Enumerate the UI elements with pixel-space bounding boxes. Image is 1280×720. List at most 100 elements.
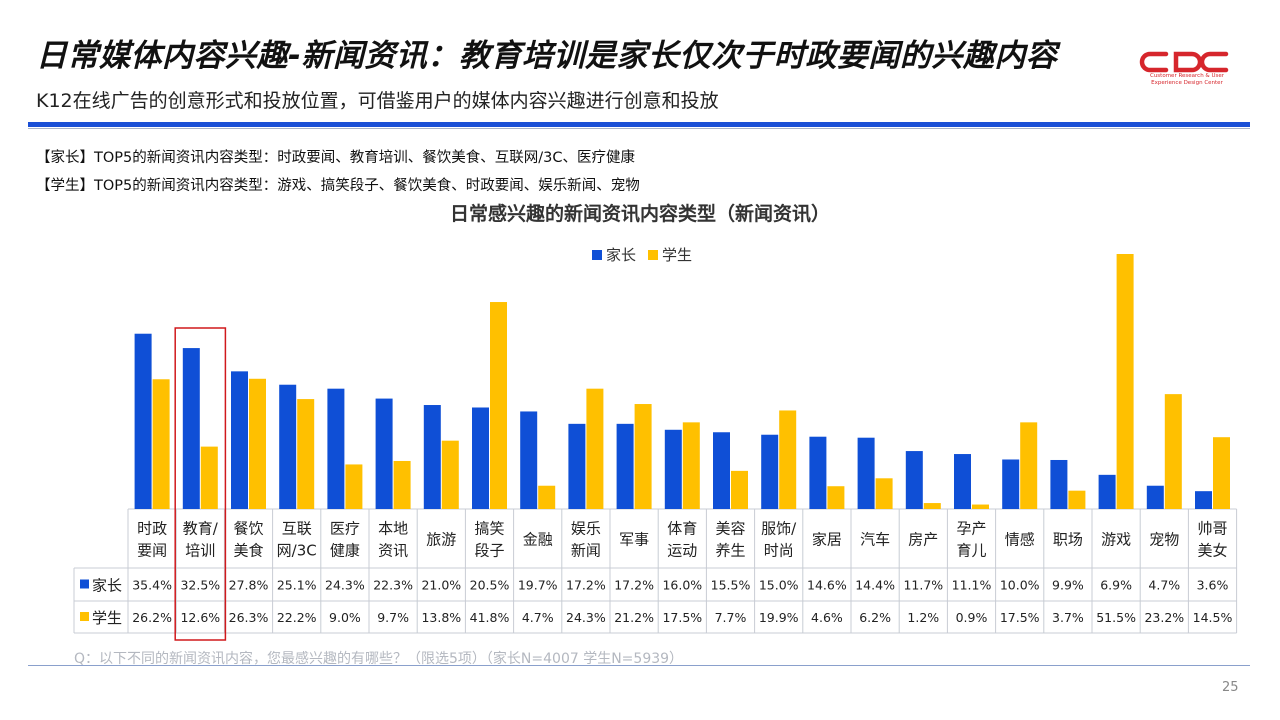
bar-student <box>1020 422 1038 509</box>
survey-question: Q：以下不同的新闻资讯内容，您最感兴趣的有哪些？（限选5项）（家长N=4007 … <box>74 651 684 667</box>
value-label-student: 13.8% <box>421 610 461 625</box>
value-label-parent: 24.3% <box>325 578 365 593</box>
page-number: 25 <box>1222 680 1239 695</box>
value-label-parent: 10.0% <box>1000 578 1040 593</box>
category-label: 运动 <box>667 542 697 560</box>
legend-label-student: 学生 <box>662 246 693 264</box>
category-label: 宠物 <box>1149 531 1179 549</box>
legend-label-parent: 家长 <box>606 246 637 264</box>
category-label: 搞笑 <box>474 520 504 538</box>
category-label: 餐饮 <box>233 520 263 538</box>
bar-parent <box>954 454 971 509</box>
value-label-parent: 9.9% <box>1052 578 1084 593</box>
bar-parent <box>182 348 200 509</box>
category-label: 情感 <box>1005 531 1035 549</box>
logo-caption: Customer Research & User Experience Desi… <box>1149 73 1224 86</box>
bar-student <box>1116 254 1134 509</box>
value-label-parent: 15.5% <box>711 578 751 593</box>
value-label-student: 24.3% <box>566 610 606 625</box>
header-divider <box>28 122 1250 127</box>
bar-parent <box>279 384 297 509</box>
legend-item-parent: 家长 <box>592 244 636 265</box>
bar-student <box>731 470 748 509</box>
bar-student <box>923 503 941 509</box>
bar-student <box>249 378 266 509</box>
bar-student <box>779 410 797 509</box>
value-label-student: 17.5% <box>1000 610 1040 625</box>
bar-parent <box>520 411 538 509</box>
bar-parent <box>664 429 682 509</box>
bar-parent <box>375 398 393 509</box>
page-subtitle: K12在线广告的创意形式和投放位置，可借鉴用户的媒体内容兴趣进行创意和投放 <box>36 90 719 112</box>
bar-parent <box>472 407 489 509</box>
row-header-label: 家长 <box>92 577 122 595</box>
legend-item-student: 学生 <box>648 244 692 265</box>
value-label-parent: 14.6% <box>807 578 847 593</box>
value-label-parent: 14.4% <box>855 578 895 593</box>
bar-student <box>152 379 170 509</box>
value-label-student: 0.9% <box>956 610 988 625</box>
bar-student <box>634 404 652 509</box>
category-label: 金融 <box>523 531 553 549</box>
category-label: 养生 <box>715 542 745 560</box>
bar-parent <box>568 423 586 509</box>
bar-parent <box>1098 474 1116 509</box>
row-header-swatch <box>80 612 89 621</box>
value-label-parent: 21.0% <box>421 578 461 593</box>
value-label-student: 22.2% <box>277 610 317 625</box>
value-label-parent: 17.2% <box>566 578 606 593</box>
value-label-parent: 4.7% <box>1148 578 1180 593</box>
bar-student <box>200 446 218 509</box>
value-label-student: 21.2% <box>614 610 654 625</box>
value-label-student: 1.2% <box>907 610 939 625</box>
value-label-parent: 22.3% <box>373 578 413 593</box>
bar-student <box>297 399 315 509</box>
category-label: 游戏 <box>1101 531 1131 549</box>
bar-student <box>441 440 459 509</box>
bar-student <box>682 422 700 509</box>
category-label: 资讯 <box>378 542 408 560</box>
bar-parent <box>809 436 827 509</box>
bar-parent <box>1146 485 1164 509</box>
category-label: 孕产 <box>956 520 986 538</box>
value-label-student: 4.7% <box>522 610 554 625</box>
bar-parent <box>327 388 345 509</box>
bar-student <box>1068 490 1086 509</box>
page-title: 日常媒体内容兴趣-新闻资讯：教育培训是家长仅次于时政要闻的兴趣内容 <box>36 38 1058 74</box>
bar-student <box>1213 437 1230 509</box>
value-label-student: 26.2% <box>132 610 172 625</box>
value-label-student: 3.7% <box>1052 610 1084 625</box>
category-label: 家居 <box>812 531 842 549</box>
value-label-student: 17.5% <box>662 610 702 625</box>
value-label-student: 23.2% <box>1144 610 1184 625</box>
category-label: 美食 <box>233 542 263 560</box>
value-label-parent: 6.9% <box>1100 578 1132 593</box>
category-label: 房产 <box>908 531 938 549</box>
value-label-parent: 27.8% <box>229 578 269 593</box>
value-label-student: 6.2% <box>859 610 891 625</box>
category-label: 网/3C <box>277 542 317 560</box>
category-label: 健康 <box>330 542 360 560</box>
value-label-student: 12.6% <box>180 610 220 625</box>
value-label-student: 14.5% <box>1193 610 1233 625</box>
category-label: 职场 <box>1053 531 1083 549</box>
category-label: 互联 <box>282 520 312 538</box>
value-label-parent: 3.6% <box>1197 578 1229 593</box>
value-label-parent: 11.7% <box>903 578 943 593</box>
bar-parent <box>857 437 875 509</box>
value-label-parent: 20.5% <box>470 578 510 593</box>
bar-student <box>345 464 363 509</box>
category-label: 汽车 <box>860 531 890 549</box>
bar-student <box>490 302 507 509</box>
bar-parent <box>1195 491 1212 509</box>
bar-parent <box>231 371 248 509</box>
legend-swatch-parent <box>592 249 602 260</box>
value-label-parent: 19.7% <box>518 578 558 593</box>
header-divider-thin <box>28 128 1250 129</box>
bar-student <box>875 478 893 509</box>
bar-student <box>1164 394 1182 509</box>
row-header-label: 学生 <box>92 609 122 627</box>
bar-parent <box>134 333 152 509</box>
bar-parent <box>905 451 923 509</box>
